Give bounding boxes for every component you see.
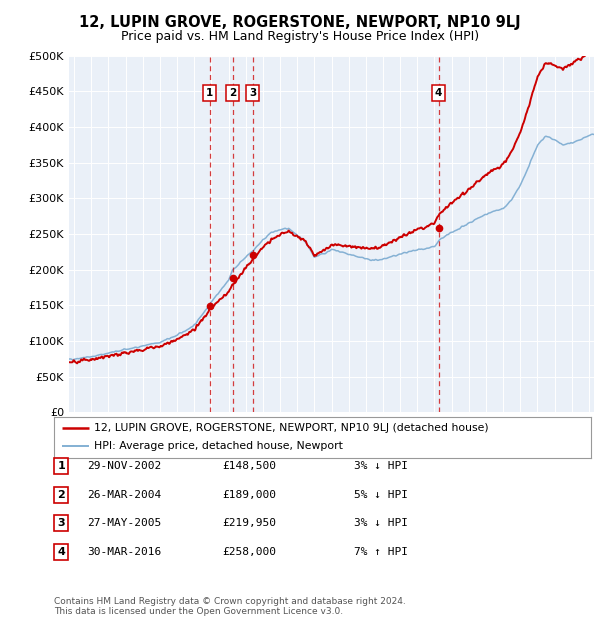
Text: 4: 4 — [435, 88, 442, 98]
Text: £189,000: £189,000 — [222, 490, 276, 500]
Text: 12, LUPIN GROVE, ROGERSTONE, NEWPORT, NP10 9LJ (detached house): 12, LUPIN GROVE, ROGERSTONE, NEWPORT, NP… — [94, 423, 489, 433]
Text: £148,500: £148,500 — [222, 461, 276, 471]
Text: 3% ↓ HPI: 3% ↓ HPI — [354, 518, 408, 528]
Text: 1: 1 — [206, 88, 214, 98]
Text: £258,000: £258,000 — [222, 547, 276, 557]
Text: 3: 3 — [58, 518, 65, 528]
Text: 27-MAY-2005: 27-MAY-2005 — [87, 518, 161, 528]
Text: 7% ↑ HPI: 7% ↑ HPI — [354, 547, 408, 557]
Text: 30-MAR-2016: 30-MAR-2016 — [87, 547, 161, 557]
Text: 5% ↓ HPI: 5% ↓ HPI — [354, 490, 408, 500]
Text: 4: 4 — [57, 547, 65, 557]
Text: 26-MAR-2004: 26-MAR-2004 — [87, 490, 161, 500]
Text: 12, LUPIN GROVE, ROGERSTONE, NEWPORT, NP10 9LJ: 12, LUPIN GROVE, ROGERSTONE, NEWPORT, NP… — [79, 16, 521, 30]
Text: £219,950: £219,950 — [222, 518, 276, 528]
Text: HPI: Average price, detached house, Newport: HPI: Average price, detached house, Newp… — [94, 441, 343, 451]
Text: 2: 2 — [229, 88, 236, 98]
Text: 3: 3 — [249, 88, 256, 98]
Text: 29-NOV-2002: 29-NOV-2002 — [87, 461, 161, 471]
Text: 1: 1 — [58, 461, 65, 471]
Text: 3% ↓ HPI: 3% ↓ HPI — [354, 461, 408, 471]
Text: Price paid vs. HM Land Registry's House Price Index (HPI): Price paid vs. HM Land Registry's House … — [121, 30, 479, 43]
Text: 2: 2 — [58, 490, 65, 500]
Text: Contains HM Land Registry data © Crown copyright and database right 2024.
This d: Contains HM Land Registry data © Crown c… — [54, 597, 406, 616]
